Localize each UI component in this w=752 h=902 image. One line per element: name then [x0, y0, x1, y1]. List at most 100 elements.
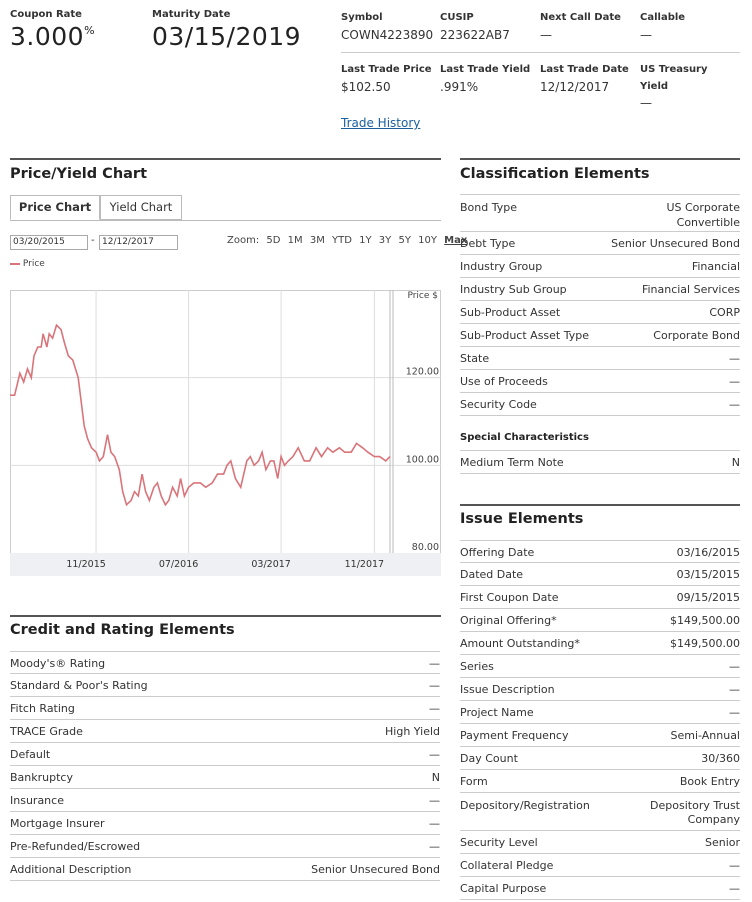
row-label: Capital Purpose: [460, 882, 547, 895]
price-chart[interactable]: 11/2015 07/2016 03/2017 11/2017 Price $ 80.0…: [10, 285, 441, 576]
table-row: First Coupon Date 09/15/2015: [460, 586, 740, 609]
y-tick-label: 100.00: [406, 454, 439, 465]
row-label: Use of Proceeds: [460, 375, 548, 388]
symbol-label: Symbol: [341, 12, 383, 23]
issue-elements-table-2: Security Level Senior Collateral Pledge — Ca…: [460, 831, 740, 900]
table-row: Collateral Pledge —: [460, 854, 740, 877]
row-label: Form: [460, 775, 488, 788]
table-row: Sub-Product Asset CORP: [460, 301, 740, 324]
table-row: Industry Group Financial: [460, 255, 740, 278]
row-value: 30/360: [701, 752, 740, 765]
credit-rating-table: Moody's® Rating — Standard & Poor's Rating…: [10, 651, 440, 882]
zoom-5d[interactable]: 5D: [266, 235, 281, 246]
bond-type-value-line1: US Corporate: [666, 201, 740, 214]
table-row: Moody's® Rating —: [10, 651, 440, 674]
y-tick-label: 120.00: [406, 367, 439, 378]
row-label: Security Code: [460, 398, 537, 411]
callable-value: —: [640, 28, 652, 42]
row-value: —: [429, 748, 440, 761]
x-tick-label: 11/2017: [345, 559, 384, 570]
row-label: Payment Frequency: [460, 729, 569, 742]
x-tick-label: 03/2017: [251, 559, 290, 570]
issue-section-rule: [460, 504, 740, 506]
zoom-10y[interactable]: 10Y: [418, 235, 437, 246]
tab-baseline: [10, 220, 441, 221]
zoom-3y[interactable]: 3Y: [378, 235, 392, 246]
table-row: Debt Type Senior Unsecured Bond: [460, 232, 740, 255]
row-label: TRACE Grade: [10, 725, 83, 738]
callable-label: Callable: [640, 12, 686, 23]
zoom-max[interactable]: Max: [444, 235, 468, 246]
to-date-input[interactable]: 12/12/2017: [99, 235, 178, 250]
trade-history-link[interactable]: Trade History: [341, 116, 421, 130]
table-row: Default —: [10, 743, 440, 766]
row-value: CORP: [709, 306, 740, 319]
last-trade-price-label: Last Trade Price: [341, 64, 432, 75]
row-label: Bankruptcy: [10, 771, 73, 784]
row-value: Financial Services: [641, 283, 740, 296]
row-value: —: [729, 859, 740, 872]
row-value: Senior: [704, 836, 740, 849]
issue-elements-title: Issue Elements: [460, 511, 584, 527]
table-row: Payment Frequency Semi-Annual: [460, 724, 740, 747]
us-treasury-yield-value: —: [640, 96, 652, 110]
cusip-label: CUSIP: [440, 12, 474, 23]
table-row-bond-type: Bond Type US Corporate Convertible: [460, 194, 740, 232]
row-label: Amount Outstanding*: [460, 637, 580, 650]
table-row: Pre-Refunded/Escrowed —: [10, 835, 440, 858]
depository-value-line1: Depository Trust: [650, 799, 740, 812]
from-date-input[interactable]: 03/20/2015: [10, 235, 88, 250]
us-treasury-label-line1: US Treasury: [640, 64, 708, 75]
row-value: Financial: [691, 260, 740, 273]
table-row: Form Book Entry: [460, 770, 740, 793]
row-value: Senior Unsecured Bond: [611, 237, 740, 250]
row-label: Default: [10, 748, 51, 761]
table-row: Day Count 30/360: [460, 747, 740, 770]
x-axis: 11/2015 07/2016 03/2017 11/2017: [10, 553, 441, 576]
row-value: —: [429, 817, 440, 830]
last-trade-yield-value: .991%: [440, 80, 479, 94]
tab-price-chart[interactable]: Price Chart: [10, 195, 100, 220]
table-row: Offering Date 03/16/2015: [460, 540, 740, 563]
table-row-medium-term-note: Medium Term Note N: [460, 450, 740, 474]
table-row: Capital Purpose —: [460, 877, 740, 900]
header-divider: [341, 52, 740, 53]
chart-grid: [10, 290, 441, 554]
table-row: Security Level Senior: [460, 831, 740, 854]
row-value: —: [729, 660, 740, 673]
row-label: Standard & Poor's Rating: [10, 679, 148, 692]
table-row: Insurance —: [10, 789, 440, 812]
row-value: Senior Unsecured Bond: [311, 863, 440, 876]
coupon-rate-label: Coupon Rate: [10, 9, 82, 20]
row-value: 09/15/2015: [676, 591, 740, 604]
row-label: Day Count: [460, 752, 518, 765]
zoom-ytd[interactable]: YTD: [332, 235, 352, 246]
table-row: Sub-Product Asset Type Corporate Bond: [460, 324, 740, 347]
row-label: Insurance: [10, 794, 64, 807]
tab-yield-chart[interactable]: Yield Chart: [100, 195, 182, 220]
zoom-5y[interactable]: 5Y: [398, 235, 411, 246]
row-label: Mortgage Insurer: [10, 817, 105, 830]
us-treasury-label-line2: Yield: [640, 81, 669, 92]
row-label: Dated Date: [460, 568, 524, 581]
zoom-1m[interactable]: 1M: [287, 235, 303, 246]
row-label: Sub-Product Asset Type: [460, 329, 589, 342]
chart-legend: Price: [10, 259, 45, 269]
zoom-label: Zoom:: [227, 235, 260, 246]
row-label: Fitch Rating: [10, 702, 75, 715]
table-row: Dated Date 03/15/2015: [460, 563, 740, 586]
row-value: 03/15/2015: [676, 568, 740, 581]
table-row: Series —: [460, 655, 740, 678]
zoom-1y[interactable]: 1Y: [359, 235, 372, 246]
last-trade-yield-label: Last Trade Yield: [440, 64, 531, 75]
next-call-date-value: —: [540, 28, 552, 42]
row-value: N: [431, 771, 440, 784]
classification-table: Debt Type Senior Unsecured Bond Industry G…: [460, 232, 740, 418]
y-axis-title: Price $: [407, 291, 438, 301]
legend-price-label: Price: [22, 259, 45, 269]
table-row: TRACE Grade High Yield: [10, 720, 440, 743]
special-characteristics-title: Special Characteristics: [460, 432, 589, 443]
credit-rating-title: Credit and Rating Elements: [10, 622, 235, 638]
zoom-3m[interactable]: 3M: [309, 235, 325, 246]
row-label: Original Offering*: [460, 614, 557, 627]
